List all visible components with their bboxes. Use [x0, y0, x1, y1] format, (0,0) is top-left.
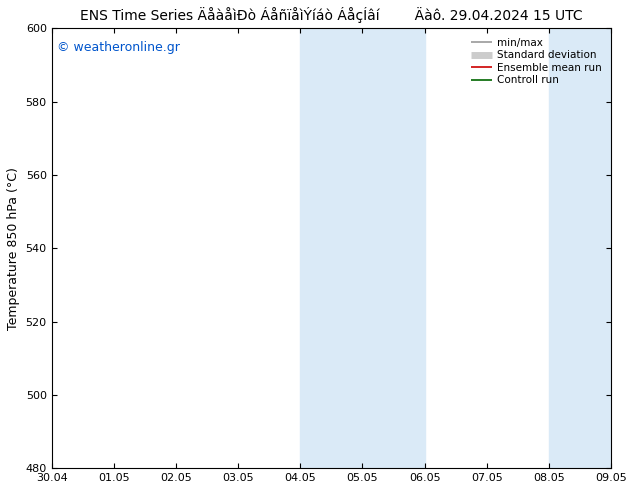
Text: © weatheronline.gr: © weatheronline.gr — [57, 42, 180, 54]
Title: ENS Time Series ÄåàåìÐò ÁåñïåìÝíáò ÁåçÍâí        Äàô. 29.04.2024 15 UTC: ENS Time Series ÄåàåìÐò ÁåñïåìÝíáò ÁåçÍâ… — [80, 7, 583, 23]
Bar — [549, 28, 611, 468]
Bar — [363, 28, 425, 468]
Legend: min/max, Standard deviation, Ensemble mean run, Controll run: min/max, Standard deviation, Ensemble me… — [467, 33, 606, 90]
Bar — [301, 28, 363, 468]
Y-axis label: Temperature 850 hPa (°C): Temperature 850 hPa (°C) — [7, 167, 20, 330]
